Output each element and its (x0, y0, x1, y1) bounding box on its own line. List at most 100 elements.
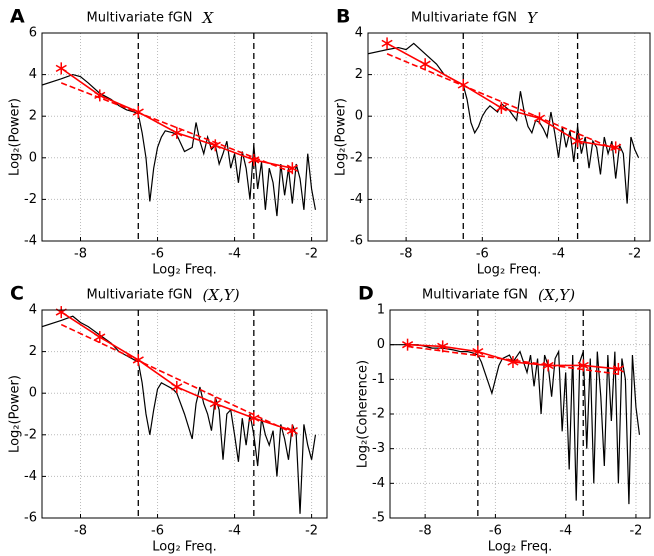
star-stroke (209, 399, 221, 408)
y-tick-label: -4 (372, 476, 385, 491)
y-axis-label: Log₂(Coherence) (356, 360, 371, 468)
star-marker (381, 37, 393, 50)
x-tick-label: -2 (305, 247, 318, 262)
star-stroke (577, 361, 589, 370)
star-stroke (495, 104, 507, 112)
panel-label: A (10, 6, 25, 28)
star-stroke (55, 64, 67, 73)
y-tick-label: -5 (372, 511, 385, 526)
star-marker (610, 141, 622, 154)
spectrum-line (42, 73, 317, 217)
star-stroke (171, 383, 183, 391)
chart-title: Multivariate fGN (422, 288, 528, 303)
star-marker (55, 62, 67, 75)
star-stroke (286, 164, 298, 172)
subplot: -8 -6 -4 -2 -4 -2 0 2 4 6 Multivariate fGN X A Log₂ F… (8, 6, 328, 278)
y-tick-label: -6 (24, 511, 37, 526)
y-tick-label: -2 (24, 427, 37, 442)
title-symbol: Y (527, 9, 539, 27)
x-tick-label: -6 (476, 247, 489, 262)
y-tick-label: 0 (355, 109, 363, 124)
x-tick-label: -6 (151, 524, 164, 539)
y-tick-label: 1 (377, 303, 385, 318)
star-marker (542, 359, 554, 372)
x-axis-label: Log₂ Freq. (152, 540, 217, 555)
panel-label: C (10, 283, 24, 305)
star-marker (171, 380, 183, 393)
title-symbol: X (202, 9, 215, 27)
x-tick-label: -8 (74, 247, 87, 262)
subplot: -8 -6 -4 -2 -5 -4 -3 -2 -1 0 1 Multivariate fGN (X,Y… (356, 283, 651, 555)
x-axis-label: Log₂ Freq. (152, 263, 217, 278)
y-tick-label: 4 (29, 67, 37, 82)
plot-area (42, 33, 327, 241)
star-stroke (209, 141, 221, 149)
star-marker (612, 362, 624, 375)
star-marker (94, 331, 106, 344)
chart-title: Multivariate fGN (87, 11, 193, 26)
x-tick-label: -2 (305, 524, 318, 539)
y-axis-label: Log₂(Power) (8, 98, 23, 176)
y-tick-label: -1 (372, 372, 385, 387)
x-tick-label: -8 (74, 524, 87, 539)
y-tick-label: 2 (29, 109, 37, 124)
x-tick-label: -8 (400, 247, 413, 262)
y-tick-label: 0 (29, 386, 37, 401)
trend-line (386, 53, 617, 151)
y-tick-label: -2 (350, 150, 363, 165)
y-tick-label: -2 (24, 192, 37, 207)
y-tick-label: 0 (29, 150, 37, 165)
star-stroke (94, 91, 106, 100)
axes-frame (41, 32, 328, 242)
y-tick-label: -3 (372, 441, 385, 456)
y-tick-label: -4 (24, 469, 37, 484)
x-tick-label: -4 (559, 524, 572, 539)
star-marker (577, 359, 589, 372)
star-marker (209, 397, 221, 410)
chart-title: Multivariate fGN (87, 288, 193, 303)
trend-line (60, 323, 293, 434)
y-tick-label: -4 (24, 234, 37, 249)
x-tick-label: -2 (629, 524, 642, 539)
star-stroke (437, 342, 449, 351)
x-tick-label: -2 (628, 247, 641, 262)
y-tick-label: -2 (372, 407, 385, 422)
y-tick-label: 2 (355, 67, 363, 82)
x-tick-label: -4 (552, 247, 565, 262)
star-marker (572, 135, 584, 148)
x-axis-label: Log₂ Freq. (488, 540, 553, 555)
star-stroke (171, 129, 183, 137)
panel-label: D (358, 283, 374, 305)
star-marker (495, 101, 507, 114)
title-symbol: (X,Y) (538, 286, 575, 304)
x-tick-label: -4 (228, 524, 241, 539)
star-stroke (419, 60, 431, 68)
x-tick-label: -4 (228, 247, 241, 262)
star-marker (472, 345, 484, 358)
star-stroke (542, 361, 554, 370)
y-tick-label: -6 (350, 234, 363, 249)
subplot: -8 -6 -4 -2 -6 -4 -2 0 2 4 Multivariate fGN Y B Log₂ … (334, 6, 651, 278)
star-marker (171, 126, 183, 139)
star-marker (94, 89, 106, 102)
star-stroke (248, 414, 260, 422)
star-stroke (248, 156, 260, 164)
y-tick-label: 4 (355, 26, 363, 41)
x-tick-label: -6 (489, 524, 502, 539)
x-axis-label: Log₂ Freq. (477, 263, 542, 278)
title-symbol: (X,Y) (203, 286, 240, 304)
star-stroke (572, 137, 584, 145)
star-stroke (381, 39, 393, 48)
x-tick-label: -6 (151, 247, 164, 262)
panel-label: B (336, 6, 350, 28)
subplot: -8 -6 -4 -2 -6 -4 -2 0 2 4 Multivariate fGN (X,Y) C L… (8, 283, 328, 555)
axes-frame (41, 309, 328, 519)
star-stroke (472, 347, 484, 356)
y-axis-label: Log₂(Power) (8, 375, 23, 453)
y-tick-label: 0 (377, 337, 385, 352)
star-stroke (610, 143, 622, 152)
axes-frame (389, 309, 651, 519)
trend-line (60, 82, 293, 174)
star-stroke (94, 333, 106, 341)
